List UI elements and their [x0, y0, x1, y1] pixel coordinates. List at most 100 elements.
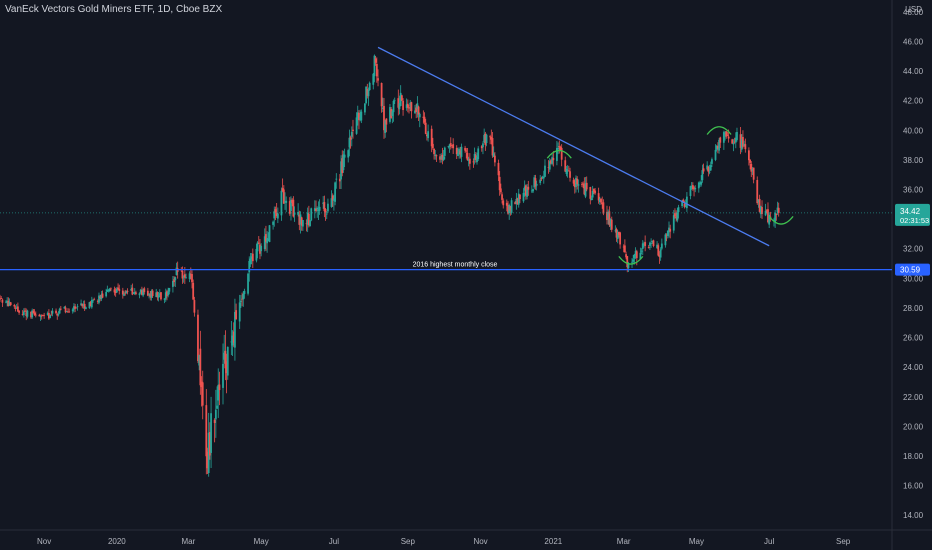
- candle-body: [757, 199, 760, 203]
- candle-body: [601, 202, 604, 205]
- candle-body: [210, 413, 212, 453]
- candle-body: [347, 150, 350, 158]
- arc-top-drawing[interactable]: [546, 149, 572, 159]
- candle-body: [714, 149, 717, 160]
- candle-body: [143, 288, 146, 293]
- candle-body: [577, 184, 580, 186]
- price-tick-label: 24.00: [903, 363, 924, 372]
- candle-body: [422, 116, 425, 118]
- candle-body: [535, 183, 538, 186]
- candle-body: [467, 159, 470, 161]
- candle-body: [439, 156, 441, 160]
- candle-body: [333, 198, 335, 201]
- candle-body: [682, 199, 685, 203]
- time-tick-label: Nov: [37, 537, 51, 546]
- candle-body: [773, 219, 775, 221]
- candle-body: [247, 273, 249, 294]
- arc-top-drawing[interactable]: [706, 126, 732, 135]
- candle-body: [614, 230, 617, 232]
- candle-body: [80, 303, 82, 306]
- candle-body: [434, 154, 437, 156]
- candle-body: [349, 137, 352, 140]
- candle-body: [231, 335, 234, 346]
- candle-body: [108, 288, 111, 292]
- candle-body: [550, 160, 552, 164]
- candle-body: [181, 270, 184, 279]
- price-tick-label: 20.00: [903, 422, 924, 431]
- candle-body: [517, 193, 520, 205]
- candle-body: [584, 183, 587, 197]
- candle-body: [551, 157, 554, 164]
- time-tick-label: Jul: [764, 537, 774, 546]
- candle-body: [256, 242, 259, 252]
- candle-body: [768, 214, 771, 225]
- candle-body: [298, 214, 301, 225]
- candle-body: [491, 138, 494, 156]
- candle-body: [230, 341, 233, 343]
- arc-bottom-drawing[interactable]: [618, 255, 644, 265]
- candle-body: [564, 160, 567, 172]
- price-tick-label: 22.00: [903, 393, 924, 402]
- candle-body: [658, 255, 661, 258]
- price-tick-label: 46.00: [903, 37, 924, 46]
- candle-body: [372, 73, 375, 85]
- candle-body: [334, 182, 336, 202]
- support-price-value: 30.59: [900, 266, 921, 275]
- candle-body: [652, 240, 655, 246]
- candle-body: [380, 82, 383, 107]
- candle-body: [707, 166, 710, 172]
- candle-body: [507, 205, 509, 214]
- candle-body: [509, 206, 512, 211]
- candle-body: [756, 179, 759, 204]
- candle-body: [14, 307, 17, 309]
- candle-body: [1, 299, 4, 303]
- candle-body: [343, 154, 346, 158]
- candle-body: [490, 136, 493, 140]
- candle-body: [316, 207, 319, 210]
- symbol-title[interactable]: VanEck Vectors Gold Miners ETF, 1D, Cboe…: [5, 4, 223, 15]
- candle-body: [449, 143, 452, 147]
- candle-body: [50, 314, 53, 316]
- candle-body: [75, 307, 78, 309]
- candle-body: [526, 188, 528, 197]
- candle-body: [736, 132, 738, 140]
- descending-trendline[interactable]: [377, 46, 770, 247]
- candle-body: [121, 290, 124, 295]
- candle-body: [656, 244, 658, 249]
- candle-body: [163, 298, 166, 300]
- candle-body: [342, 154, 345, 171]
- candle-body: [626, 255, 629, 268]
- candle-body: [740, 139, 743, 150]
- candle-body: [609, 219, 612, 227]
- candle-body: [644, 242, 647, 246]
- candle-body: [284, 201, 286, 203]
- candle-body: [406, 103, 409, 108]
- candle-body: [750, 163, 753, 172]
- candle-body: [468, 158, 471, 164]
- candle-body: [341, 158, 344, 174]
- candle-body: [340, 161, 342, 180]
- candle-body: [384, 120, 387, 133]
- candle-body: [138, 293, 141, 296]
- candle-body: [633, 254, 636, 259]
- candle-body: [641, 243, 644, 249]
- candle-body: [199, 348, 202, 386]
- candle-body: [241, 298, 243, 300]
- candle-body: [443, 147, 446, 156]
- candle-body: [76, 306, 79, 308]
- candle-body: [435, 155, 438, 157]
- candle-body: [575, 177, 577, 188]
- candle-body: [305, 223, 308, 225]
- candle-body: [257, 242, 260, 244]
- candle-body: [197, 314, 199, 362]
- arc-bottom-drawing[interactable]: [768, 215, 794, 225]
- candle-body: [548, 161, 551, 170]
- time-axis[interactable]: Nov 2020 Mar May Jul Sep Nov 2021 Mar May Jul Sep: [37, 537, 851, 546]
- candle-body: [73, 306, 75, 310]
- candle-body: [718, 139, 720, 151]
- candle-body: [290, 199, 292, 212]
- candle-body: [532, 189, 534, 192]
- candle-body: [39, 315, 42, 317]
- candle-body: [452, 144, 455, 149]
